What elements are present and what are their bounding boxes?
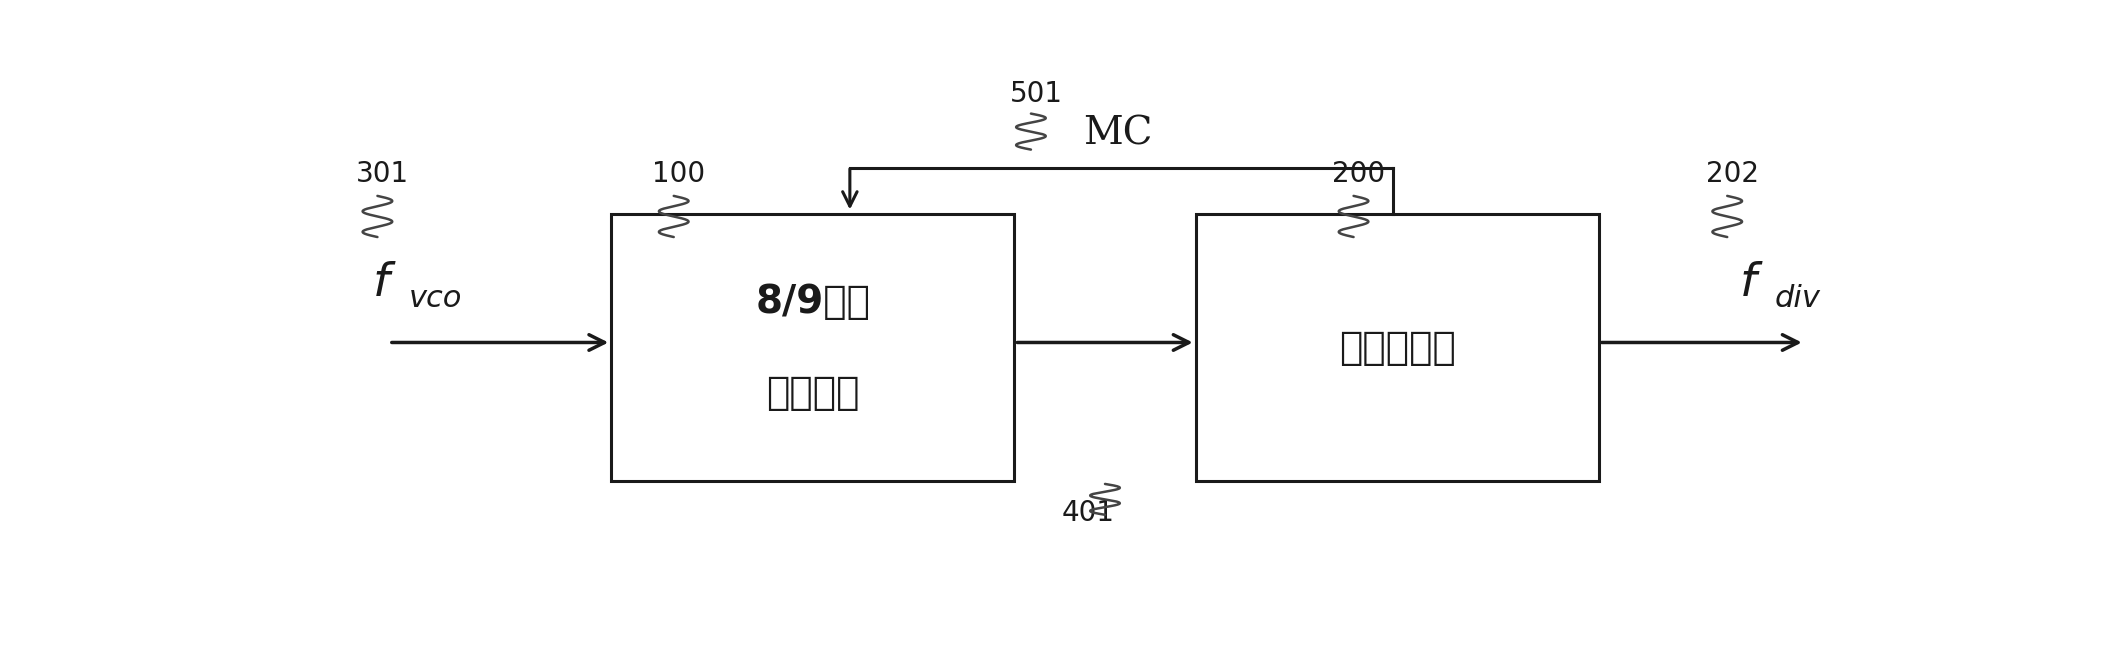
Text: 401: 401 bbox=[1062, 500, 1115, 527]
Text: $\mathit{f}$: $\mathit{f}$ bbox=[372, 261, 397, 306]
Text: $\mathit{f}$: $\mathit{f}$ bbox=[1740, 261, 1763, 306]
Text: 100: 100 bbox=[652, 160, 705, 188]
Bar bbox=[612, 214, 1015, 482]
Text: 8/9双模: 8/9双模 bbox=[756, 283, 871, 321]
Text: 200: 200 bbox=[1332, 160, 1385, 188]
Text: vco: vco bbox=[408, 285, 463, 313]
Text: 501: 501 bbox=[1009, 80, 1062, 108]
Text: 202: 202 bbox=[1706, 160, 1759, 188]
Text: 预分频器: 预分频器 bbox=[767, 374, 860, 412]
Text: MC: MC bbox=[1083, 116, 1153, 153]
Text: div: div bbox=[1776, 285, 1820, 313]
Text: 301: 301 bbox=[357, 160, 410, 188]
Bar bbox=[1196, 214, 1599, 482]
Text: 程序分频器: 程序分频器 bbox=[1338, 329, 1455, 367]
